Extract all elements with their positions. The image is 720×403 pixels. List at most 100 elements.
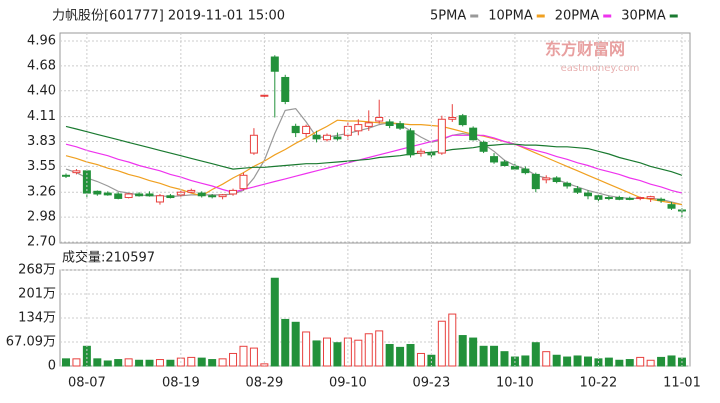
volume-bar xyxy=(364,333,373,367)
volume-bar xyxy=(416,352,425,367)
volume-bar xyxy=(573,355,582,367)
candle-body xyxy=(302,125,311,134)
volume-bar xyxy=(375,330,384,367)
candle-body xyxy=(249,134,258,154)
candle-body xyxy=(667,204,676,209)
candle-body xyxy=(239,174,248,190)
volume-bar xyxy=(93,358,102,367)
volume-bar xyxy=(270,277,279,367)
candle-body xyxy=(364,122,373,127)
volume-bar xyxy=(521,355,530,367)
watermark-brand: 东方财富网 xyxy=(545,40,625,59)
candle-body xyxy=(93,190,102,195)
candle-body xyxy=(458,115,467,126)
volume-bar xyxy=(62,358,70,367)
x-tick-label: 10-10 xyxy=(496,376,534,391)
candle-body xyxy=(636,197,645,200)
candle-body xyxy=(72,170,81,174)
candle-body xyxy=(114,193,123,199)
volume-bar xyxy=(458,335,467,367)
watermark-site: eastmoney.com xyxy=(561,63,640,74)
candle-body xyxy=(604,197,613,200)
y-tick-label: 201万 xyxy=(18,287,56,302)
y-tick-label: 3.55 xyxy=(27,159,56,174)
candle-body xyxy=(333,136,342,140)
x-tick-label: 09-10 xyxy=(329,376,367,391)
candle-body xyxy=(437,118,446,154)
y-tick-label: 4.96 xyxy=(27,34,56,49)
y-tick-label: 4.68 xyxy=(27,58,56,73)
volume-bar xyxy=(124,358,133,367)
volume-bar xyxy=(657,356,666,367)
candle-body xyxy=(155,195,164,203)
candle-body xyxy=(103,192,112,196)
volume-bar xyxy=(229,352,238,367)
candle-body xyxy=(260,94,269,97)
volume-bar xyxy=(396,346,405,367)
volume-bar xyxy=(354,339,363,367)
x-tick-label: 08-07 xyxy=(68,376,106,391)
candle-body xyxy=(145,193,154,197)
volume-bar xyxy=(490,345,499,367)
x-tick-label: 08-29 xyxy=(245,376,283,391)
volume-bar xyxy=(197,357,206,367)
volume-bar xyxy=(72,358,81,367)
candle-body xyxy=(542,177,551,181)
candle-body xyxy=(469,127,478,141)
y-tick-label: 2.70 xyxy=(27,235,56,250)
volume-bar xyxy=(636,356,645,367)
volume-bar xyxy=(584,356,592,367)
x-tick-label: 08-19 xyxy=(162,376,200,391)
candle-body xyxy=(552,177,561,183)
y-tick-label: 3.26 xyxy=(27,185,56,200)
volume-bar xyxy=(531,342,540,367)
volume-bar xyxy=(333,342,342,367)
volume-bar xyxy=(427,354,436,367)
volume-bar xyxy=(281,318,290,367)
volume-bar xyxy=(239,345,248,367)
candle-body xyxy=(479,141,488,152)
candle-body xyxy=(208,195,217,198)
candle-body xyxy=(416,150,425,154)
candle-body xyxy=(615,197,624,200)
volume-bar xyxy=(155,359,164,367)
candle-body xyxy=(396,123,405,129)
y-tick-label: 2.98 xyxy=(27,210,56,225)
candle-body xyxy=(197,192,206,197)
candle-body xyxy=(291,125,300,134)
candle-body xyxy=(62,174,70,177)
x-tick-label: 10-22 xyxy=(580,376,618,391)
volume-bar xyxy=(218,358,227,367)
candle-body xyxy=(218,194,227,198)
volume-bar xyxy=(406,344,415,367)
candle-body xyxy=(229,189,238,195)
volume-bar xyxy=(552,354,561,367)
candle-body xyxy=(385,121,394,126)
candle-body xyxy=(281,76,290,102)
candle-body xyxy=(563,182,572,187)
volume-bar xyxy=(437,320,446,367)
volume-bar xyxy=(323,337,331,367)
ma-line xyxy=(65,125,683,176)
volume-bar xyxy=(312,340,321,367)
legend-label: 5PMA xyxy=(430,9,466,24)
x-tick-label: 09-23 xyxy=(413,376,451,391)
candle-body xyxy=(625,197,634,200)
volume-frame xyxy=(59,269,691,367)
candle-body xyxy=(584,192,592,197)
volume-bar xyxy=(563,356,572,367)
candle-body xyxy=(521,168,530,174)
y-tick-label: 268万 xyxy=(18,263,56,278)
y-tick-label: 3.83 xyxy=(27,134,56,149)
x-tick-label: 11-01 xyxy=(663,376,701,391)
legend-label: 10PMA xyxy=(488,9,533,24)
candle-body xyxy=(270,56,279,72)
volume-bar xyxy=(166,359,175,367)
volume-bar xyxy=(479,345,488,367)
candle-body xyxy=(135,193,144,197)
candle-body xyxy=(646,196,655,199)
volume-bar xyxy=(385,344,394,367)
y-tick-label: 0 xyxy=(48,359,56,374)
candle-body xyxy=(657,198,666,201)
